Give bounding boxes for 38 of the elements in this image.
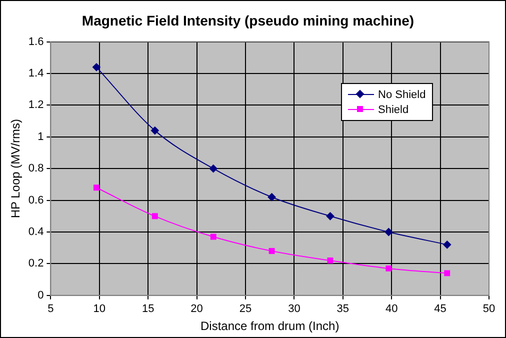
point: [93, 184, 100, 191]
y-tick-label: 0.4: [28, 226, 44, 238]
x-tick-label: 30: [288, 303, 300, 316]
y-tick-label: 0.8: [28, 162, 44, 175]
point: [444, 270, 450, 276]
point: [209, 164, 218, 173]
point: [210, 234, 216, 240]
point: [268, 248, 275, 254]
legend-label: No Shield: [378, 88, 426, 100]
x-tick-label: 45: [434, 303, 446, 316]
point: [152, 213, 158, 220]
x-tick-label: 20: [190, 303, 203, 316]
y-tick-label: 1.4: [28, 68, 44, 80]
point: [443, 240, 452, 249]
x-tick-label: 15: [142, 303, 154, 316]
x-tick-label: 5: [48, 303, 54, 316]
legend-label: Shield: [378, 104, 409, 116]
point: [386, 265, 392, 272]
point: [327, 258, 334, 264]
y-tick-label: 1.6: [28, 36, 44, 48]
point: [268, 193, 276, 202]
y-tick-label: 0: [38, 289, 44, 302]
point: [326, 212, 334, 220]
y-tick-label: 1: [38, 130, 44, 143]
point: [384, 228, 393, 236]
chart-title: Magnetic Field Intensity (pseudo mining machine): [82, 12, 414, 28]
y-tick-label: 0.2: [28, 258, 44, 270]
x-tick-label: 35: [336, 303, 350, 316]
x-tick-label: 40: [385, 303, 398, 316]
point: [150, 126, 159, 135]
y-axis-title: HP Loop (MV/rms): [8, 119, 23, 218]
x-tick-label: 50: [482, 303, 496, 316]
y-tick-label: 0.6: [28, 194, 44, 206]
point: [92, 63, 100, 72]
x-axis-title: Distance from drum (Inch): [200, 319, 340, 334]
x-tick-label: 25: [239, 303, 252, 316]
x-tick-label: 10: [93, 303, 106, 316]
y-tick-label: 1.2: [28, 99, 44, 112]
